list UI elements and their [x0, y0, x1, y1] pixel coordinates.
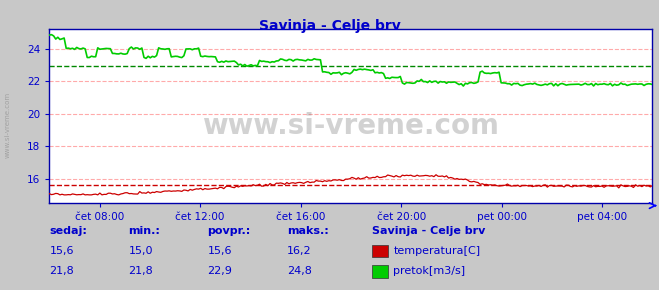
Text: temperatura[C]: temperatura[C] [393, 246, 480, 256]
Text: pretok[m3/s]: pretok[m3/s] [393, 266, 465, 276]
Text: 22,9: 22,9 [208, 266, 233, 276]
Text: Savinja - Celje brv: Savinja - Celje brv [372, 226, 486, 235]
Text: 15,0: 15,0 [129, 246, 153, 256]
Text: sedaj:: sedaj: [49, 226, 87, 235]
Text: Savinja - Celje brv: Savinja - Celje brv [258, 19, 401, 33]
Text: povpr.:: povpr.: [208, 226, 251, 235]
Text: 16,2: 16,2 [287, 246, 311, 256]
Text: 15,6: 15,6 [208, 246, 232, 256]
Text: 15,6: 15,6 [49, 246, 74, 256]
Text: www.si-vreme.com: www.si-vreme.com [5, 92, 11, 158]
Text: 24,8: 24,8 [287, 266, 312, 276]
Text: 21,8: 21,8 [49, 266, 74, 276]
Text: 21,8: 21,8 [129, 266, 154, 276]
Text: maks.:: maks.: [287, 226, 328, 235]
Text: min.:: min.: [129, 226, 160, 235]
Text: www.si-vreme.com: www.si-vreme.com [202, 113, 500, 140]
